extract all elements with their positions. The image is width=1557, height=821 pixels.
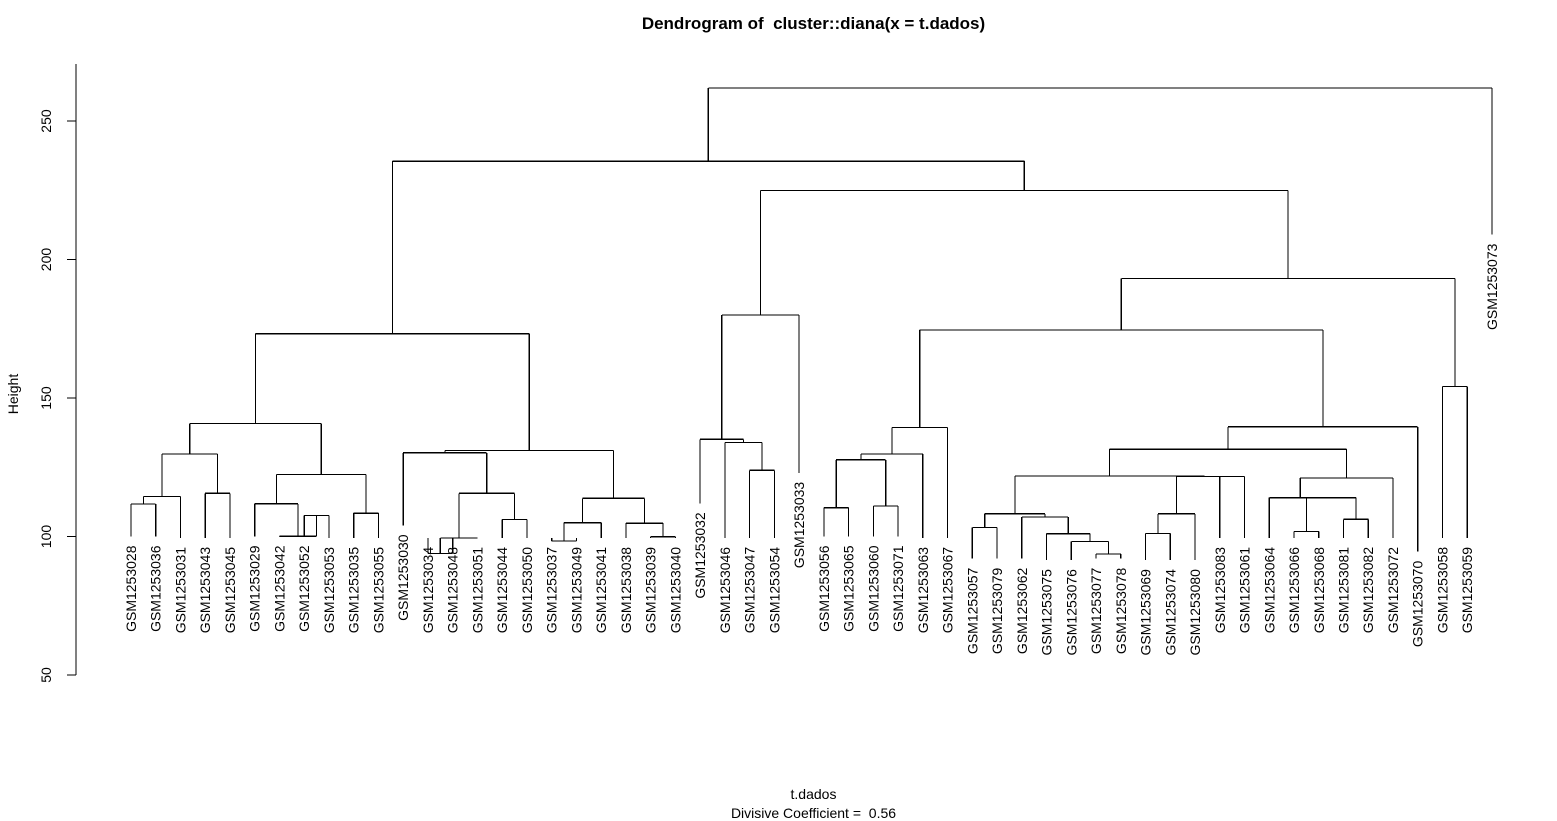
chart-title: Dendrogram of cluster::diana(x = t.dados… bbox=[641, 14, 986, 33]
leaf-label: GSM1253075 bbox=[1039, 569, 1055, 656]
y-tick-label: 150 bbox=[38, 386, 54, 410]
leaf-label: GSM1253062 bbox=[1014, 567, 1030, 654]
x-axis-label: t.dados bbox=[790, 786, 837, 802]
leaf-label: GSM1253031 bbox=[172, 547, 188, 634]
leaf-label: GSM1253043 bbox=[197, 547, 213, 634]
leaf-label: GSM1253070 bbox=[1410, 561, 1426, 648]
leaf-label: GSM1253058 bbox=[1434, 547, 1450, 634]
leaf-label: GSM1253064 bbox=[1261, 547, 1277, 634]
leaf-label: GSM1253081 bbox=[1336, 547, 1352, 634]
leaf-label: GSM1253054 bbox=[766, 547, 782, 634]
y-tick-label: 250 bbox=[38, 109, 54, 133]
leaf-label: GSM1253039 bbox=[643, 547, 659, 634]
leaf-label: GSM1253060 bbox=[865, 545, 881, 632]
leaf-label: GSM1253032 bbox=[692, 512, 708, 599]
y-tick-label: 50 bbox=[38, 667, 54, 683]
leaf-label: GSM1253068 bbox=[1311, 547, 1327, 634]
leaf-label: GSM1253073 bbox=[1484, 243, 1500, 330]
leaf-label: GSM1253056 bbox=[816, 545, 832, 632]
leaf-label: GSM1253045 bbox=[222, 547, 238, 634]
leaf-label: GSM1253079 bbox=[989, 567, 1005, 654]
leaf-label: GSM1253069 bbox=[1138, 569, 1154, 656]
leaf-label: GSM1253080 bbox=[1187, 569, 1203, 656]
leaf-label: GSM1253055 bbox=[370, 547, 386, 634]
leaf-label: GSM1253047 bbox=[742, 547, 758, 634]
leaf-label: GSM1253036 bbox=[148, 545, 164, 632]
y-axis: 50 100 150 200 250 bbox=[38, 64, 77, 683]
leaf-label: GSM1253041 bbox=[593, 547, 609, 634]
leaf-label: GSM1253067 bbox=[940, 547, 956, 634]
leaf-label: GSM1253074 bbox=[1162, 569, 1178, 656]
leaf-label: GSM1253057 bbox=[964, 567, 980, 654]
leaf-label: GSM1253046 bbox=[717, 547, 733, 634]
leaf-label: GSM1253059 bbox=[1459, 547, 1475, 634]
leaf-label: GSM1253053 bbox=[321, 547, 337, 634]
leaf-label: GSM1253030 bbox=[395, 534, 411, 621]
leaf-label: GSM1253029 bbox=[247, 545, 263, 632]
leaf-label: GSM1253050 bbox=[519, 547, 535, 634]
leaf-label: GSM1253078 bbox=[1113, 567, 1129, 654]
leaf-label: GSM1253035 bbox=[346, 547, 362, 634]
y-tick-label: 100 bbox=[38, 525, 54, 549]
leaf-label: GSM1253040 bbox=[667, 547, 683, 634]
leaf-label: GSM1253033 bbox=[791, 482, 807, 569]
dendrogram-tree bbox=[130, 87, 1493, 561]
chart-subtitle: Divisive Coefficient = 0.56 bbox=[730, 805, 897, 821]
leaf-label: GSM1253076 bbox=[1063, 569, 1079, 656]
leaf-label: GSM1253082 bbox=[1360, 547, 1376, 634]
leaf-label: GSM1253028 bbox=[123, 545, 139, 632]
leaf-label: GSM1253083 bbox=[1212, 547, 1228, 634]
leaf-labels: GSM1253028 GSM1253036 GSM1253031 GSM1253043… bbox=[123, 243, 1500, 655]
leaf-label: GSM1253072 bbox=[1385, 547, 1401, 634]
y-tick-label: 200 bbox=[38, 248, 54, 272]
leaf-label: GSM1253038 bbox=[618, 547, 634, 634]
leaf-label: GSM1253037 bbox=[544, 547, 560, 634]
leaf-label: GSM1253061 bbox=[1237, 547, 1253, 634]
leaf-label: GSM1253052 bbox=[296, 545, 312, 632]
leaf-label: GSM1253051 bbox=[469, 547, 485, 634]
leaf-label: GSM1253071 bbox=[890, 545, 906, 632]
leaf-label: GSM1253034 bbox=[420, 547, 436, 634]
leaf-label: GSM1253048 bbox=[445, 547, 461, 634]
leaf-label: GSM1253063 bbox=[915, 547, 931, 634]
leaf-label: GSM1253044 bbox=[494, 547, 510, 634]
leaf-label: GSM1253066 bbox=[1286, 547, 1302, 634]
y-axis-label: Height bbox=[5, 373, 21, 415]
leaf-label: GSM1253065 bbox=[841, 545, 857, 632]
leaf-label: GSM1253077 bbox=[1088, 567, 1104, 654]
leaf-label: GSM1253042 bbox=[271, 545, 287, 632]
leaf-label: GSM1253049 bbox=[568, 547, 584, 634]
